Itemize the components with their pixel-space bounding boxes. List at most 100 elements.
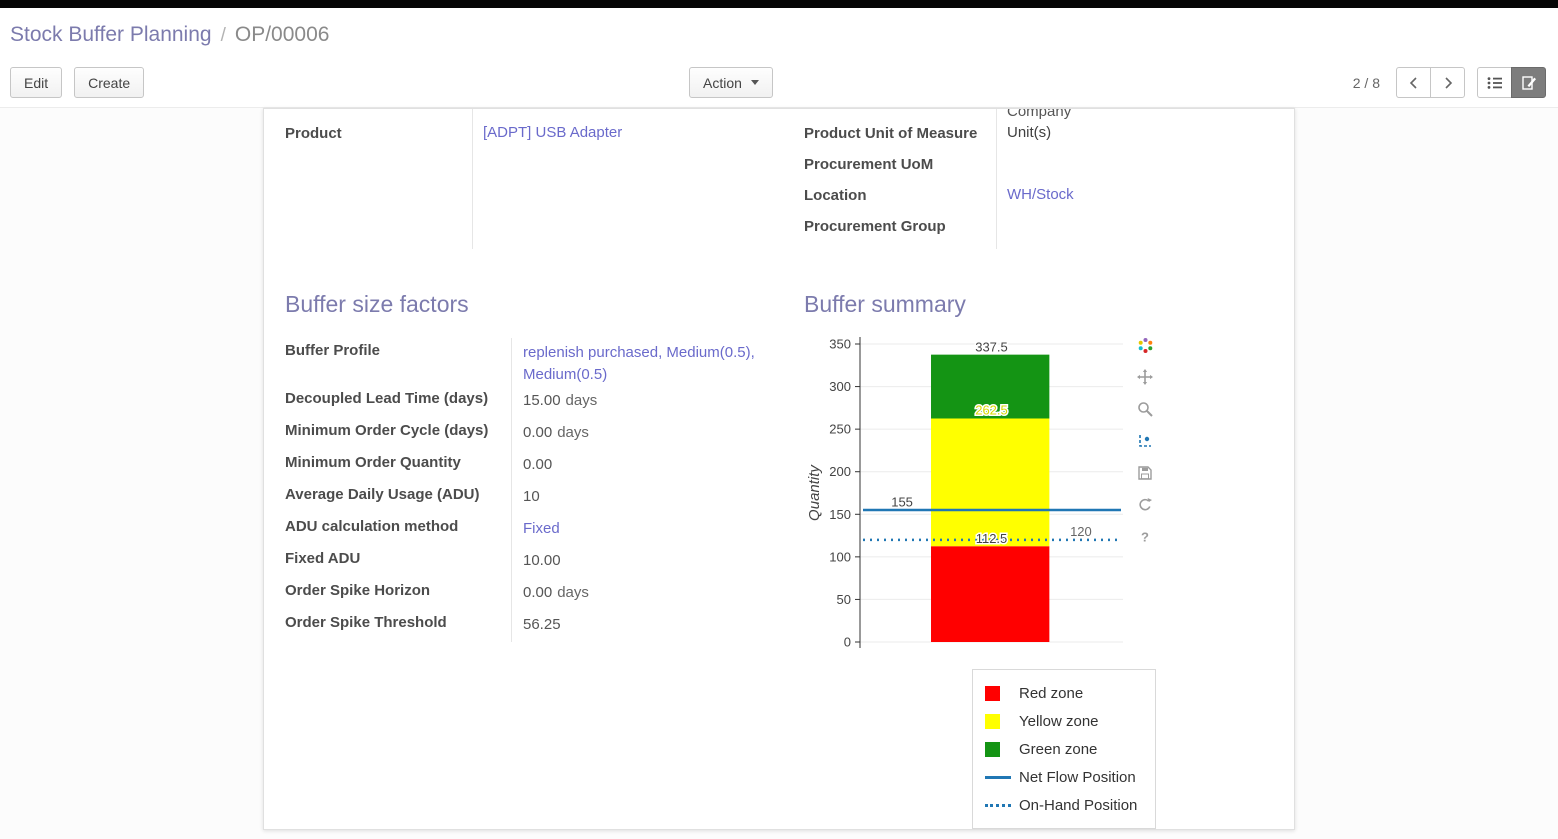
svg-text:300: 300 <box>829 379 851 394</box>
column-divider <box>472 109 473 249</box>
chevron-right-icon <box>1444 76 1452 89</box>
help-icon[interactable]: ? <box>1136 528 1154 546</box>
factor-value-suffix: days <box>557 583 589 601</box>
legend-label: Net Flow Position <box>1019 768 1136 786</box>
buffer-factors-table: Buffer Profile replenish purchased, Mediu… <box>285 338 779 642</box>
chart-modebar: ? <box>1136 336 1154 546</box>
right-field-group: Company Product Unit of Measure Unit(s) … <box>779 109 1273 249</box>
factor-value: Fixed <box>511 518 779 546</box>
legend-swatch <box>985 713 1011 729</box>
buffer-chart: 0 50 100 150 200 250 300 350 Quantity 337.5 262.5 1… <box>806 337 1123 650</box>
breadcrumb-parent-link[interactable]: Stock Buffer Planning <box>10 23 212 46</box>
create-button[interactable]: Create <box>74 67 145 98</box>
zoom-icon[interactable] <box>1136 400 1154 418</box>
factor-row: Fixed ADU 10.00 <box>285 546 779 578</box>
buffer-chart-container: 0 50 100 150 200 250 300 350 Quantity 337.5 262.5 1… <box>804 332 1153 663</box>
product-value: [ADPT] USB Adapter <box>472 124 779 141</box>
legend-item[interactable]: Red zone <box>985 679 1143 707</box>
factor-row: Order Spike Threshold 56.25 <box>285 610 779 642</box>
procurement-uom-field-row: Procurement UoM <box>804 152 1273 183</box>
factor-value: 10.00 <box>523 551 561 569</box>
factor-value: 15.00 days <box>523 391 598 409</box>
factor-label: Minimum Order Cycle (days) <box>285 421 489 439</box>
procurement-uom-label: Procurement UoM <box>804 156 934 173</box>
plotly-logo-icon[interactable] <box>1136 336 1154 354</box>
legend-item[interactable]: Yellow zone <box>985 707 1143 735</box>
column-divider <box>511 338 512 642</box>
save-icon[interactable] <box>1136 464 1154 482</box>
view-switcher <box>1477 67 1546 98</box>
product-field-row: Product [ADPT] USB Adapter <box>285 121 779 152</box>
procurement-group-field-row: Procurement Group <box>804 214 1273 245</box>
legend-swatch <box>985 741 1011 757</box>
factor-row: Average Daily Usage (ADU) 10 <box>285 482 779 514</box>
factor-label: Order Spike Threshold <box>285 613 447 631</box>
location-link[interactable]: WH/Stock <box>1007 186 1074 203</box>
prev-page-button[interactable] <box>1396 67 1431 98</box>
uom-field-row: Product Unit of Measure Unit(s) <box>804 121 1273 152</box>
top-nav-bar <box>0 0 1558 8</box>
spikeline-icon[interactable] <box>1136 432 1154 450</box>
buffer-summary-section: Buffer summary 0 50 100 150 200 250 300 350 Quan… <box>779 249 1273 829</box>
svg-text:120: 120 <box>1070 524 1092 539</box>
breadcrumb-current: OP/00006 <box>234 23 330 46</box>
buffer-size-factors-title: Buffer size factors <box>285 291 469 317</box>
svg-text:337.5: 337.5 <box>975 339 1008 354</box>
factor-value: 56.25 <box>523 615 561 633</box>
legend-swatch <box>985 803 1011 807</box>
action-dropdown-button[interactable]: Action <box>689 67 773 98</box>
factor-label: Decoupled Lead Time (days) <box>285 389 489 407</box>
legend-label: On-Hand Position <box>1019 796 1138 814</box>
legend-swatch <box>985 775 1011 779</box>
factor-value-suffix: days <box>557 423 589 441</box>
legend-item[interactable]: Net Flow Position <box>985 763 1143 791</box>
left-field-group: Product [ADPT] USB Adapter <box>285 109 779 249</box>
legend-label: Green zone <box>1019 740 1098 758</box>
reset-icon[interactable] <box>1136 496 1154 514</box>
legend-item[interactable]: On-Hand Position <box>985 791 1143 819</box>
factor-label: Fixed ADU <box>285 549 361 567</box>
form-view-button[interactable] <box>1511 67 1546 98</box>
form-sheet: Product [ADPT] USB Adapter Company Produ… <box>263 108 1295 830</box>
svg-text:Quantity: Quantity <box>806 464 823 521</box>
pager-value: 2 / 8 <box>1352 74 1380 91</box>
action-label: Action <box>703 74 742 91</box>
breadcrumb: Stock Buffer Planning / OP/00006 <box>0 8 1558 58</box>
column-divider <box>996 109 997 249</box>
product-link[interactable]: [ADPT] USB Adapter <box>483 124 623 141</box>
svg-text:?: ? <box>1141 530 1149 545</box>
chevron-down-icon <box>750 80 759 85</box>
factor-row: Minimum Order Quantity 0.00 <box>285 450 779 482</box>
factor-value: replenish purchased, Medium(0.5), Medium… <box>511 342 779 386</box>
uom-label: Product Unit of Measure <box>804 125 978 142</box>
product-label: Product <box>285 125 342 142</box>
factor-value: 0.00 <box>523 455 553 473</box>
factor-label: ADU calculation method <box>285 517 459 535</box>
svg-text:0: 0 <box>844 635 851 650</box>
pan-icon[interactable] <box>1136 368 1154 386</box>
svg-text:250: 250 <box>829 422 851 437</box>
factor-value: 0.00 days <box>523 583 589 601</box>
main-area: Product [ADPT] USB Adapter Company Produ… <box>0 108 1558 839</box>
edit-button[interactable]: Edit <box>10 67 63 98</box>
factor-row: Buffer Profile replenish purchased, Mediu… <box>285 338 779 386</box>
list-view-button[interactable] <box>1477 67 1512 98</box>
svg-text:100: 100 <box>829 549 851 564</box>
legend-item[interactable]: Green zone <box>985 735 1143 763</box>
chevron-left-icon <box>1409 76 1417 89</box>
company-field-partial: Company <box>1007 108 1072 120</box>
next-page-button[interactable] <box>1430 67 1465 98</box>
factor-row: Order Spike Horizon 0.00 days <box>285 578 779 610</box>
svg-text:350: 350 <box>829 337 851 352</box>
svg-text:150: 150 <box>829 507 851 522</box>
factor-value-link[interactable]: Fixed <box>523 519 560 537</box>
form-icon <box>1521 75 1536 90</box>
uom-value: Unit(s) <box>1007 124 1052 141</box>
location-value: WH/Stock <box>996 186 1273 203</box>
factor-value: 10 <box>523 487 540 505</box>
list-icon <box>1487 76 1502 89</box>
factor-label: Buffer Profile <box>285 342 381 359</box>
factor-value-link[interactable]: replenish purchased, Medium(0.5), Medium… <box>523 344 755 383</box>
breadcrumb-separator: / <box>220 25 226 46</box>
control-panel: Edit Create Action 2 / 8 <box>0 58 1558 108</box>
